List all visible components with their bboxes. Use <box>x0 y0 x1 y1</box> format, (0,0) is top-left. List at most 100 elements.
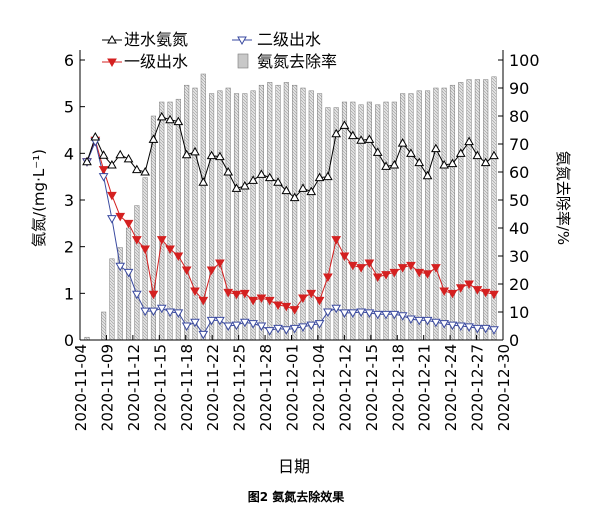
influent-point <box>314 172 325 182</box>
influent-point <box>98 150 109 159</box>
primary-point <box>489 290 499 300</box>
influent-point <box>115 149 126 159</box>
influent-point <box>489 150 499 160</box>
secondary-point <box>198 330 209 340</box>
x-tick-label: 2020-12-15 <box>363 344 381 431</box>
influent-point <box>464 136 474 146</box>
influent-point <box>298 183 308 192</box>
removal-bar <box>217 90 223 341</box>
secondary-point <box>347 309 358 318</box>
secondary-point <box>206 316 217 326</box>
secondary-point <box>397 312 408 321</box>
influent-point <box>156 111 167 121</box>
primary-line <box>86 138 495 311</box>
primary-point <box>181 266 192 276</box>
influent-point <box>223 166 234 176</box>
secondary-point <box>422 316 433 326</box>
secondary-point <box>98 173 109 182</box>
x-tick-label: 2020-12-24 <box>442 344 460 431</box>
secondary-point <box>447 321 458 331</box>
primary-point <box>264 296 275 306</box>
x-tick-label: 2020-11-12 <box>125 344 143 431</box>
primary-point <box>414 268 425 278</box>
y-right-tick-label: 90 <box>509 79 529 98</box>
legend-primary-marker-icon <box>107 58 117 68</box>
influent-point <box>239 180 250 190</box>
x-tick-label: 2020-11-09 <box>98 344 116 431</box>
primary-point <box>239 289 250 299</box>
x-tick-label: 2020-12-21 <box>416 344 434 431</box>
x-tick-label: 2020-12-18 <box>389 344 407 431</box>
x-tick-label: 2020-12-12 <box>336 344 354 431</box>
primary-point <box>439 287 450 297</box>
removal-bar <box>242 93 248 341</box>
influent-point <box>181 149 192 159</box>
secondary-point <box>273 324 283 334</box>
y-left-tick-label: 3 <box>64 191 74 210</box>
primary-point <box>165 245 175 255</box>
influent-point <box>82 156 92 166</box>
influent-point <box>264 172 275 182</box>
primary-point <box>406 261 416 271</box>
influent-point <box>323 171 333 181</box>
y-right-tick-label: 0 <box>509 331 519 350</box>
x-tick-label: 2020-11-25 <box>231 344 249 431</box>
removal-bar <box>491 76 497 341</box>
secondary-point <box>181 322 192 332</box>
influent-point <box>256 169 267 178</box>
secondary-point <box>298 323 308 332</box>
removal-bar <box>458 82 464 341</box>
secondary-point <box>381 310 391 320</box>
secondary-point <box>231 321 242 331</box>
secondary-point <box>190 318 200 328</box>
primary-point <box>306 289 317 299</box>
primary-point <box>347 261 358 271</box>
primary-point <box>256 294 267 304</box>
influent-point <box>131 164 142 174</box>
y-left-tick-label: 1 <box>64 284 74 303</box>
removal-bar <box>167 101 173 341</box>
secondary-point <box>472 324 483 334</box>
primary-point <box>223 288 234 298</box>
influent-point <box>107 159 117 169</box>
removal-bar <box>150 115 156 341</box>
secondary-line <box>86 140 495 336</box>
primary-point <box>364 259 375 269</box>
primary-point <box>447 289 458 299</box>
influent-point <box>215 151 225 161</box>
removal-bar <box>209 93 215 341</box>
primary-point <box>422 270 433 279</box>
secondary-point <box>289 324 300 334</box>
removal-bar <box>192 87 198 341</box>
primary-point <box>331 236 342 245</box>
x-tick-label: 2020-11-15 <box>151 344 169 431</box>
y-axis-left-title: 氨氮/(mg·L⁻¹) <box>30 149 48 247</box>
influent-point <box>173 116 184 126</box>
primary-point <box>140 245 151 255</box>
secondary-point <box>131 290 142 300</box>
influent-point <box>406 148 416 157</box>
influent-point <box>206 150 217 160</box>
x-tick-label: 2020-12-04 <box>310 344 328 431</box>
influent-point <box>430 143 441 153</box>
secondary-point <box>223 322 234 332</box>
secondary-point <box>165 308 175 318</box>
secondary-point <box>148 307 159 317</box>
legend-removal-swatch-icon <box>237 53 249 69</box>
influent-point <box>190 146 200 156</box>
secondary-point <box>439 320 450 329</box>
x-tick-label: 2020-12-01 <box>284 344 302 431</box>
x-tick-label: 2020-11-28 <box>257 344 275 431</box>
primary-point <box>397 264 408 273</box>
secondary-point <box>339 309 350 318</box>
primary-point <box>430 264 441 273</box>
removal-bar <box>474 79 480 341</box>
removal-bar <box>134 205 140 341</box>
influent-point <box>447 158 458 168</box>
primary-point <box>248 296 258 306</box>
influent-line <box>86 116 495 199</box>
x-tick-label: 2020-12-27 <box>469 344 487 431</box>
removal-bar <box>441 87 447 341</box>
